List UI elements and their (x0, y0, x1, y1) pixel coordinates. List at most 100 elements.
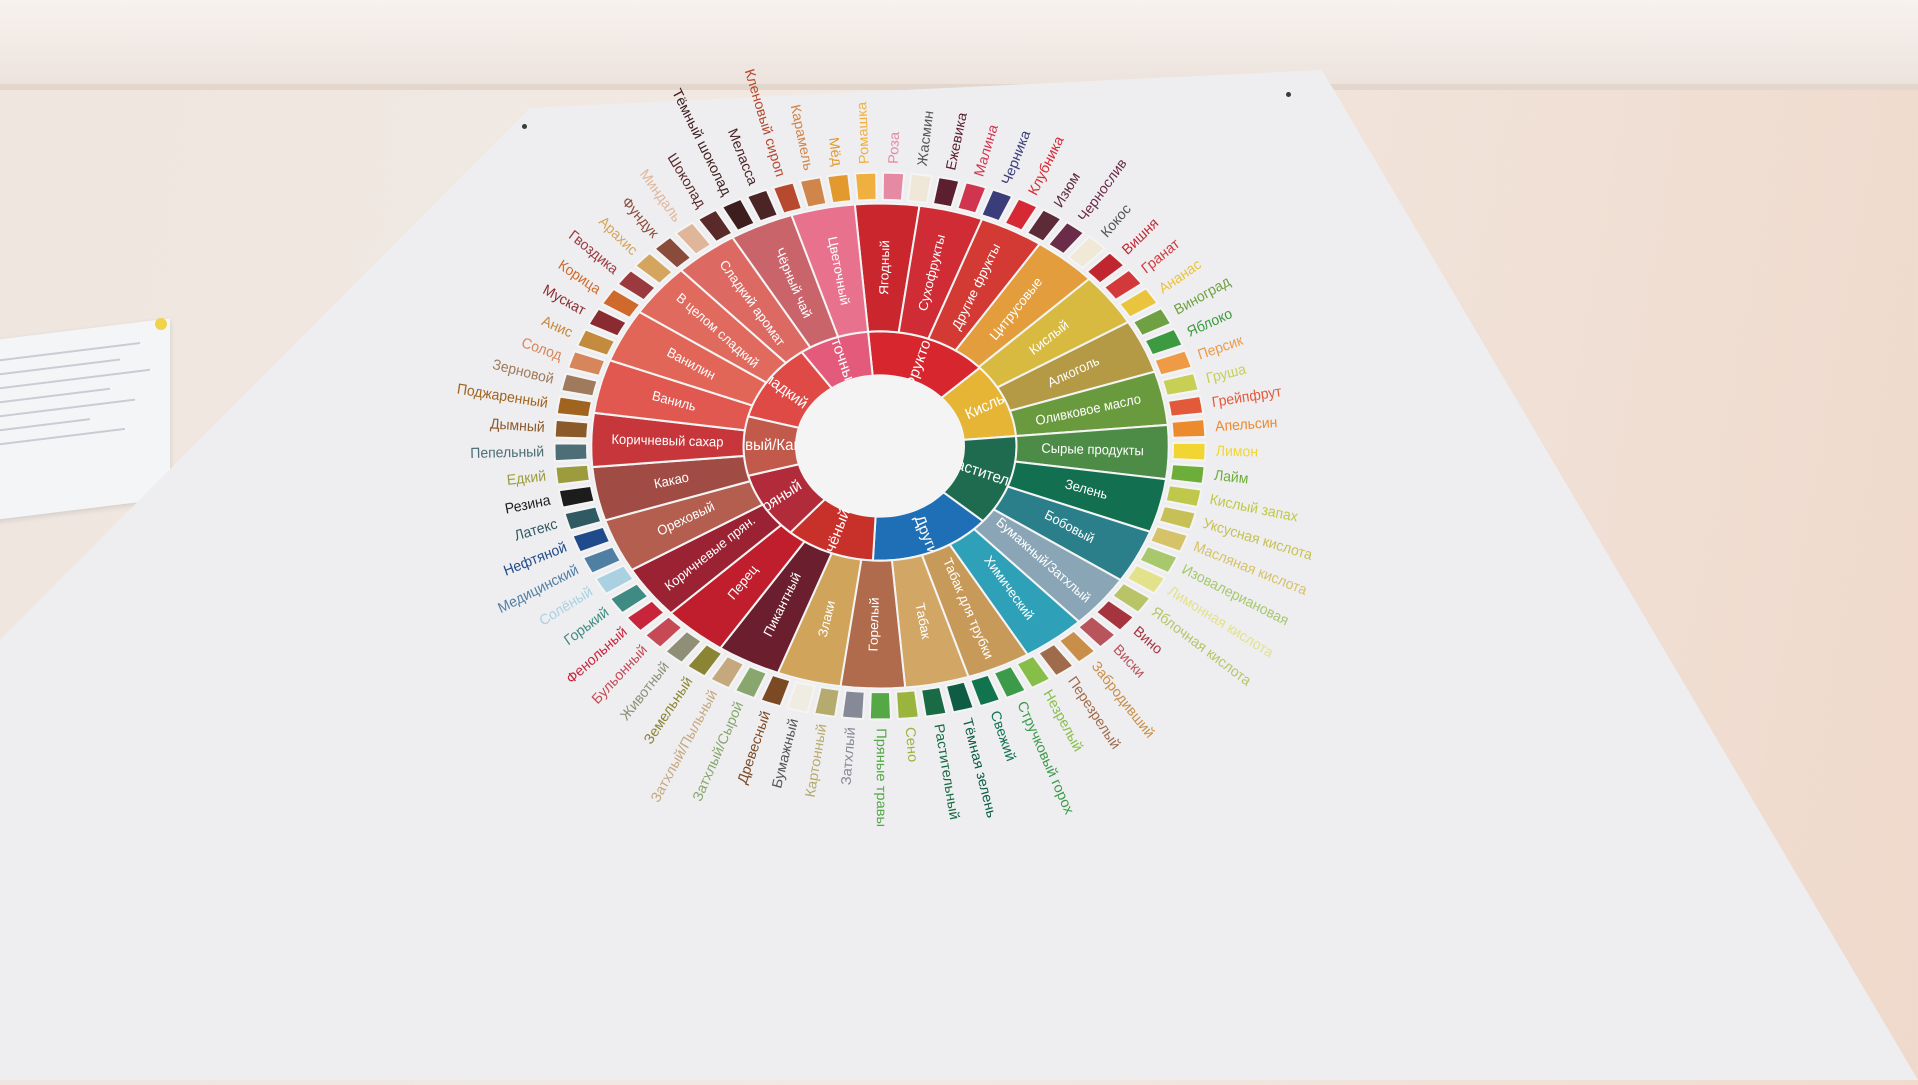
outer-swatch (745, 188, 780, 223)
outer-swatch (1137, 544, 1179, 575)
outer-label: Мёд (825, 136, 844, 168)
outer-swatch (1094, 598, 1136, 633)
mounting-hole (1286, 92, 1291, 97)
outer-swatch (673, 221, 713, 256)
outer-swatch (1168, 463, 1206, 486)
outer-swatch (1085, 251, 1126, 285)
outer-swatch (919, 685, 948, 718)
outer-swatch (663, 629, 704, 665)
outer-swatch (944, 680, 976, 714)
outer-swatch (708, 654, 746, 690)
outer-swatch (685, 642, 724, 678)
outer-swatch (906, 172, 934, 205)
outer-swatch (571, 525, 612, 554)
outer-label: Жасмин (915, 110, 937, 167)
outer-swatch (1157, 504, 1197, 531)
outer-label: Лимон (1216, 443, 1258, 460)
outer-swatch (881, 171, 906, 202)
outer-swatch (894, 689, 921, 721)
outer-swatch (616, 268, 658, 302)
outer-swatch (1057, 629, 1097, 664)
outer-swatch (956, 181, 988, 215)
outer-swatch (652, 235, 693, 270)
outer-swatch (587, 307, 629, 338)
outer-label: Ромашка (855, 101, 873, 164)
outer-swatch (1166, 394, 1205, 418)
outer-swatch (868, 690, 893, 721)
middle-label: Горелый (866, 597, 882, 651)
middle-label: Сырые продукты (1041, 440, 1144, 458)
outer-swatch (1148, 524, 1190, 554)
middle-label: Коричневый сахар (611, 431, 723, 449)
outer-label: Пепельный (470, 444, 544, 462)
outer-swatch (1161, 371, 1200, 398)
ceiling-edge (0, 84, 1918, 90)
wall-ceiling (0, 0, 1918, 90)
outer-swatch (1153, 349, 1194, 377)
outer-swatch (608, 582, 650, 615)
outer-swatch (553, 442, 589, 463)
outer-swatch (931, 175, 961, 209)
outer-swatch (575, 328, 617, 358)
outer-swatch (853, 171, 878, 202)
push-pin-icon (155, 318, 167, 330)
outer-swatch (581, 545, 623, 575)
outer-label: Сено (902, 726, 920, 762)
outer-label: Апельсин (1215, 415, 1278, 436)
outer-swatch (1143, 327, 1185, 357)
outer-swatch (759, 673, 792, 708)
outer-swatch (1125, 563, 1167, 595)
outer-swatch (554, 463, 592, 486)
outer-swatch (825, 172, 853, 205)
outer-swatch (600, 287, 642, 320)
outer-swatch (1066, 235, 1107, 270)
outer-label: Пряные травы (873, 728, 889, 827)
outer-swatch (555, 395, 594, 419)
outer-label: Затхлый (839, 726, 859, 785)
middle-label: Табак (912, 602, 933, 641)
outer-swatch (785, 680, 817, 714)
outer-label: Едкий (506, 468, 547, 489)
outer-swatch (563, 505, 603, 532)
outer-swatch (1171, 441, 1207, 462)
outer-swatch (593, 564, 636, 596)
outer-swatch (566, 349, 607, 378)
middle-label: Какао (653, 469, 690, 491)
outer-swatch (557, 484, 596, 509)
outer-swatch (720, 197, 757, 233)
outer-swatch (553, 418, 590, 440)
outer-swatch (1117, 286, 1160, 319)
outer-swatch (980, 188, 1014, 223)
outer-swatch (798, 176, 828, 209)
outer-swatch (633, 251, 675, 286)
outer-swatch (1003, 197, 1039, 232)
outer-swatch (968, 673, 1002, 708)
outer-swatch (1076, 614, 1118, 649)
wheel-center (796, 375, 964, 517)
outer-swatch (812, 685, 841, 718)
outer-swatch (696, 208, 734, 244)
outer-label: Роза (886, 132, 903, 165)
outer-swatch (1046, 220, 1086, 256)
outer-swatch (1102, 268, 1144, 302)
outer-swatch (771, 181, 804, 215)
outer-swatch (1025, 208, 1063, 243)
outer-swatch (1015, 654, 1052, 690)
outer-swatch (1110, 581, 1152, 614)
outer-swatch (840, 689, 866, 721)
outer-swatch (559, 372, 599, 398)
outer-swatch (992, 664, 1028, 700)
middle-label: Ягодный (876, 240, 892, 295)
outer-swatch (1170, 417, 1207, 439)
outer-label: Лайм (1213, 468, 1249, 488)
outer-swatch (1036, 642, 1075, 678)
outer-swatch (733, 664, 769, 700)
outer-label: Дымный (490, 416, 546, 436)
outer-swatch (1164, 483, 1203, 509)
mounting-hole (522, 124, 527, 129)
middle-segment (790, 203, 870, 339)
outer-swatch (643, 615, 684, 650)
outer-swatch (1131, 306, 1173, 338)
